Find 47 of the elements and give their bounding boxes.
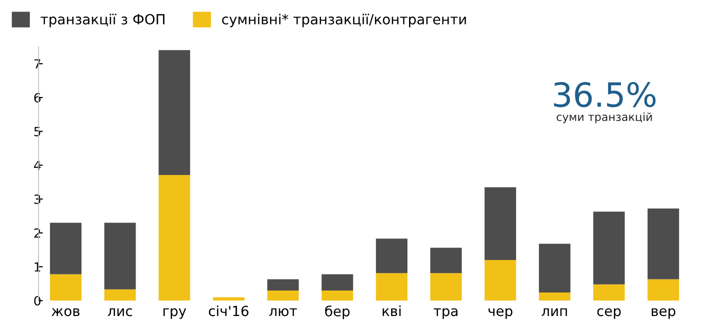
bar: [648, 279, 680, 301]
annotation: суми транзакцій: [556, 112, 652, 124]
bar: [104, 289, 136, 301]
x-tick-label: бер: [325, 305, 350, 320]
y-tick-label: 0: [34, 296, 41, 306]
y-tick-label: 5: [34, 127, 40, 136]
x-tick-label: лис: [108, 308, 132, 316]
bar: [538, 292, 570, 301]
bar: [430, 248, 462, 274]
bar: [593, 284, 625, 301]
bar: [212, 297, 244, 301]
x-tick-label: гру: [163, 308, 186, 319]
bar: [322, 290, 354, 301]
bar: [267, 279, 299, 290]
legend-label: транзакції з ФОП: [40, 14, 164, 28]
bar: [484, 260, 516, 301]
y-tick-label: 6: [34, 93, 41, 102]
y-tick-label: 1: [34, 262, 40, 272]
bar: [376, 238, 408, 274]
bar: [50, 222, 82, 274]
y-tick-label: 2: [34, 228, 40, 238]
bar: [484, 187, 516, 260]
bar: [376, 273, 408, 301]
legend-label: сумнівні* транзакції/контрагенти: [222, 14, 466, 28]
x-tick-label: жов: [52, 308, 80, 316]
bar: [648, 208, 680, 280]
bar: [158, 50, 190, 176]
x-tick-label: лип: [542, 308, 567, 316]
x-tick-label: тра: [434, 308, 458, 319]
bar: [430, 273, 462, 301]
bar: [50, 274, 82, 301]
y-tick-label: 4: [34, 160, 41, 170]
bar: [322, 274, 354, 290]
x-tick-label: лют: [269, 308, 297, 316]
x-tick-label: сер: [597, 308, 621, 319]
y-tick-label: 7: [34, 59, 40, 68]
bar: [158, 175, 190, 301]
bar: [538, 244, 570, 292]
x-tick-label: кві: [382, 305, 401, 316]
bar: [267, 290, 299, 301]
bar: [104, 222, 136, 290]
x-tick-label: вер: [652, 308, 676, 319]
annotation: 36.5%: [554, 82, 656, 108]
x-tick-label: чер: [488, 308, 512, 319]
y-tick-label: 3: [34, 194, 40, 204]
x-tick-label: січ'16: [208, 305, 248, 316]
bar: [593, 212, 625, 284]
